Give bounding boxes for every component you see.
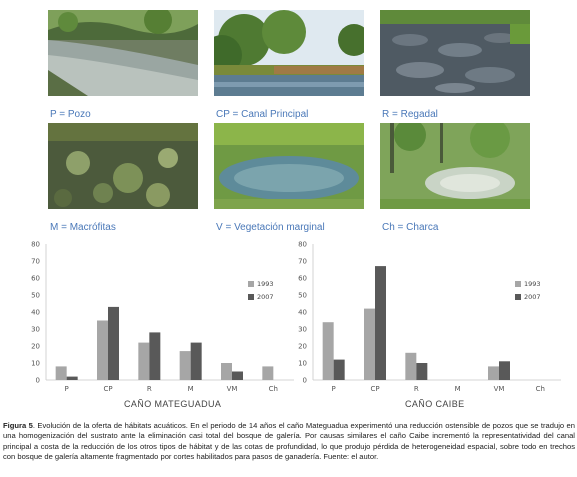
y-tick-label: 60 [298, 275, 307, 283]
chart-mateguadua-svg: 0 10 20 30 40 50 60 70 80 P CP R M VM Ch 1993 2007 CAÑO M… [31, 241, 294, 409]
chart-caibe: 0 10 20 30 40 50 60 70 80 P CP R M VM Ch 1993 2007 CAÑO C… [287, 238, 567, 418]
bar-1993-VM [488, 366, 499, 380]
chart-mateguadua: 0 10 20 30 40 50 60 70 80 P CP R M VM Ch 1993 2007 CAÑO M… [20, 238, 300, 418]
bar-2007-P [333, 359, 345, 380]
bar-1993-M [179, 351, 191, 380]
bar-1993-VM [221, 363, 232, 380]
legend-swatch-1993 [515, 281, 521, 287]
photo-label-macrofitas: M = Macrófitas [50, 222, 116, 233]
x-tick-label: CP [103, 385, 112, 393]
bar-1993-Ch [262, 366, 274, 380]
y-tick-label: 10 [298, 360, 307, 368]
y-tick-label: 20 [298, 343, 307, 351]
figure-caption: Figura 5. Evolución de la oferta de hábi… [3, 421, 575, 463]
y-tick-label: 30 [31, 326, 40, 334]
legend-label-2007: 2007 [524, 293, 541, 301]
photo-label-charca: Ch = Charca [382, 222, 439, 233]
x-tick-label: M [188, 385, 194, 393]
photo-pozo [48, 10, 198, 96]
x-tick-label: CP [370, 385, 379, 393]
y-tick-label: 50 [31, 292, 40, 300]
bar-2007-CP [375, 266, 386, 380]
photo-regadal [380, 10, 530, 96]
bar-1993-R [138, 342, 150, 380]
y-tick-label: 70 [31, 258, 40, 266]
bar-1993-CP [97, 320, 108, 380]
x-tick-label: Ch [269, 385, 278, 393]
legend-label-1993: 1993 [524, 280, 541, 288]
x-tick-label: M [455, 385, 461, 393]
legend-swatch-1993 [248, 281, 254, 287]
bar-2007-CP [108, 306, 119, 380]
y-tick-label: 20 [31, 343, 40, 351]
x-axis-title: CAÑO MATEGUADUA [124, 399, 221, 409]
bar-2007-P [66, 376, 78, 380]
legend-label-1993: 1993 [257, 280, 274, 288]
x-tick-label: R [147, 385, 152, 393]
y-tick-label: 0 [303, 377, 307, 385]
y-tick-label: 30 [298, 326, 307, 334]
x-axis-title: CAÑO CAIBE [405, 399, 465, 409]
x-tick-label: P [65, 385, 69, 393]
legend-label-2007: 2007 [257, 293, 274, 301]
photo-canal-principal [214, 10, 364, 96]
y-tick-label: 70 [298, 258, 307, 266]
photo-vegetacion-marginal [214, 123, 364, 209]
y-tick-label: 10 [31, 360, 40, 368]
bar-1993-P [322, 322, 334, 380]
chart-caibe-svg: 0 10 20 30 40 50 60 70 80 P CP R M VM Ch 1993 2007 CAÑO C… [298, 241, 561, 409]
y-tick-label: 80 [298, 241, 307, 249]
y-tick-label: 40 [298, 309, 307, 317]
y-tick-label: 50 [298, 292, 307, 300]
photo-label-regadal: R = Regadal [382, 109, 438, 120]
bar-2007-R [149, 332, 161, 380]
photo-macrofitas [48, 123, 198, 209]
photo-label-vegetacion-marginal: V = Vegetación marginal [216, 222, 325, 233]
photo-label-canal-principal: CP = Canal Principal [216, 109, 309, 120]
photo-charca [380, 123, 530, 209]
bar-1993-CP [364, 308, 375, 380]
legend-swatch-2007 [515, 294, 521, 300]
x-tick-label: P [332, 385, 336, 393]
bar-2007-VM [232, 371, 243, 380]
bar-2007-R [416, 363, 428, 380]
bar-2007-VM [499, 361, 510, 380]
caption-label: Figura 5 [3, 421, 33, 430]
legend-swatch-2007 [248, 294, 254, 300]
y-tick-label: 80 [31, 241, 40, 249]
y-tick-label: 40 [31, 309, 40, 317]
x-tick-label: R [414, 385, 419, 393]
bar-2007-M [190, 342, 202, 380]
bar-1993-R [405, 352, 417, 380]
x-tick-label: Ch [536, 385, 545, 393]
bar-1993-P [55, 366, 67, 380]
x-tick-label: VM [494, 385, 505, 393]
caption-text: . Evolución de la oferta de hábitats acu… [3, 421, 575, 462]
x-tick-label: VM [227, 385, 238, 393]
y-tick-label: 60 [31, 275, 40, 283]
photo-label-pozo: P = Pozo [50, 109, 91, 120]
y-tick-label: 0 [36, 377, 40, 385]
